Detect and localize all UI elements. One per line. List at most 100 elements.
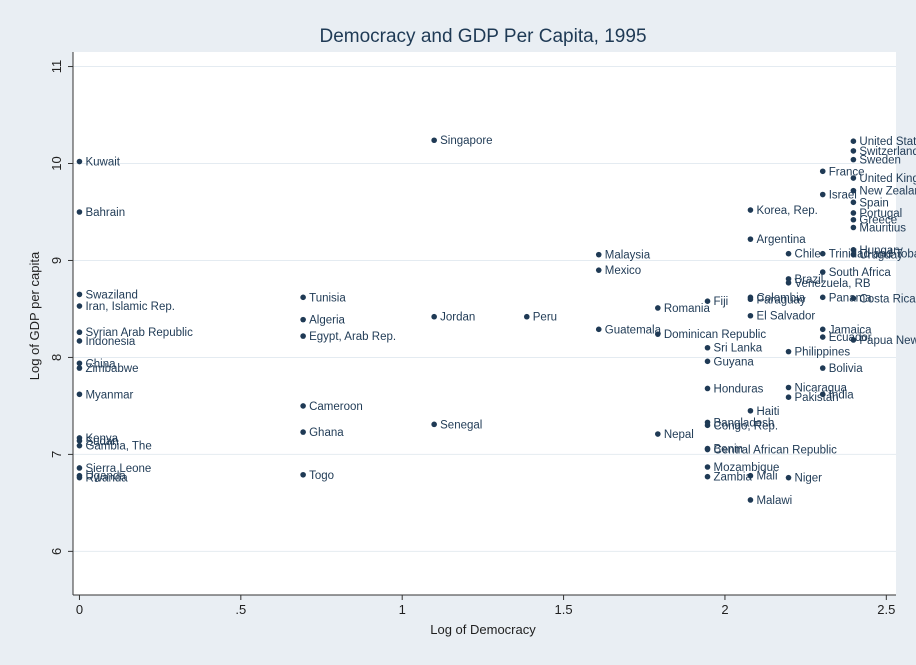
data-point-label: Colombia: [756, 292, 805, 304]
data-point: [76, 465, 83, 471]
data-point: [704, 446, 711, 453]
data-point: [819, 391, 826, 398]
data-point: [76, 303, 83, 309]
data-point: [747, 497, 754, 503]
y-tick-label: 6: [49, 548, 64, 555]
data-point: [76, 338, 83, 344]
data-point: [850, 138, 857, 145]
data-point-label: Brazil: [795, 274, 824, 286]
data-point: [76, 438, 83, 444]
data-point-label: New Zealand: [859, 186, 916, 198]
data-point: [850, 175, 857, 181]
data-point-label: Malaysia: [605, 250, 651, 262]
data-point: [76, 360, 83, 367]
y-tick-label: 8: [49, 354, 64, 361]
data-point-label: Honduras: [714, 383, 764, 395]
data-point: [431, 313, 437, 320]
data-point-label: Spain: [859, 197, 888, 209]
data-point: [785, 276, 792, 282]
data-point-label: United States: [859, 136, 916, 148]
data-point: [819, 294, 826, 301]
data-point: [850, 210, 857, 216]
data-point: [747, 207, 754, 213]
y-tick-label: 11: [49, 60, 64, 74]
data-point-label: Gambia, The: [85, 441, 151, 453]
data-point: [747, 296, 754, 303]
data-point-label: Egypt, Arab Rep.: [309, 331, 396, 343]
data-point: [785, 384, 792, 391]
data-point: [76, 158, 83, 165]
x-tick-label: 0: [76, 602, 83, 617]
data-point-label: Niger: [795, 473, 823, 485]
data-point-label: Congo, Rep.: [714, 420, 779, 432]
data-point-label: Fiji: [714, 296, 729, 308]
data-point: [300, 294, 306, 301]
data-point-label: Venezuela, RB: [795, 278, 871, 290]
data-point-label: Cameroon: [309, 401, 363, 413]
data-point-label: Kenya: [85, 433, 118, 445]
x-tick-label: 1.5: [555, 602, 573, 617]
data-point: [595, 326, 602, 333]
data-point: [819, 168, 826, 175]
data-point-label: Malawi: [756, 495, 792, 507]
data-point-label: Paraguay: [756, 294, 805, 306]
data-point-label: Nicaragua: [795, 382, 848, 394]
data-point: [850, 337, 857, 343]
data-point: [785, 348, 792, 355]
data-point-label: Trinidad and Tobago: [829, 249, 916, 261]
plot-area: [73, 52, 896, 595]
x-tick-label: 1: [399, 602, 406, 617]
data-point-label: Kuwait: [85, 157, 120, 169]
data-point-label: Algeria: [309, 315, 345, 327]
data-point-label: Iran, Islamic Rep.: [85, 301, 174, 313]
data-point-label: Greece: [859, 215, 897, 227]
data-point: [850, 199, 857, 206]
data-point-label: Portugal: [859, 208, 902, 220]
data-point: [785, 279, 792, 286]
data-point: [850, 224, 857, 231]
data-point-label: Papua New Guinea: [859, 335, 916, 347]
data-point-label: Mauritius: [859, 223, 906, 235]
data-point-label: Bangladesh: [714, 417, 775, 429]
data-point: [76, 442, 83, 449]
data-point: [819, 250, 826, 257]
data-point-label: United Kingdom: [859, 173, 916, 185]
data-point: [747, 407, 754, 414]
data-point: [704, 385, 711, 392]
x-tick-label: 2.5: [877, 602, 895, 617]
data-point: [819, 269, 826, 275]
data-point-label: Mexico: [605, 265, 641, 277]
data-point-label: Israel: [829, 190, 857, 202]
chart-title: Democracy and GDP Per Capita, 1995: [319, 26, 646, 47]
data-point: [300, 471, 306, 478]
data-point: [850, 156, 857, 163]
data-point: [300, 403, 306, 409]
data-point-label: Indonesia: [85, 336, 135, 348]
data-point-label: Dominican Republic: [664, 329, 767, 341]
data-point-label: Costa Rica: [859, 293, 916, 305]
data-point: [704, 298, 711, 304]
data-point-label: Korea, Rep.: [756, 205, 817, 217]
data-point: [76, 209, 83, 215]
data-point-label: Benin: [714, 444, 743, 456]
data-point-label: Switzerland: [859, 146, 916, 158]
data-point-label: Chile: [795, 249, 821, 261]
data-point-label: Zambia: [714, 472, 753, 484]
data-point-label: Uruguay: [859, 250, 903, 262]
data-point: [300, 316, 306, 323]
data-point-label: Ghana: [309, 427, 344, 439]
data-point-label: Philippines: [795, 347, 851, 359]
data-point: [850, 295, 857, 302]
data-point-label: Jamaica: [829, 324, 872, 336]
data-point: [76, 365, 83, 371]
data-point-label: Togo: [309, 470, 334, 482]
data-point-label: Mali: [756, 471, 777, 483]
data-point-label: India: [829, 389, 855, 401]
data-point: [431, 137, 437, 144]
data-point: [747, 312, 754, 319]
data-point: [785, 394, 792, 400]
data-point-label: Syrian Arab Republic: [85, 327, 193, 339]
data-point-label: Sweden: [859, 155, 901, 167]
data-point-label: Bahrain: [85, 207, 125, 219]
data-point: [819, 334, 826, 340]
